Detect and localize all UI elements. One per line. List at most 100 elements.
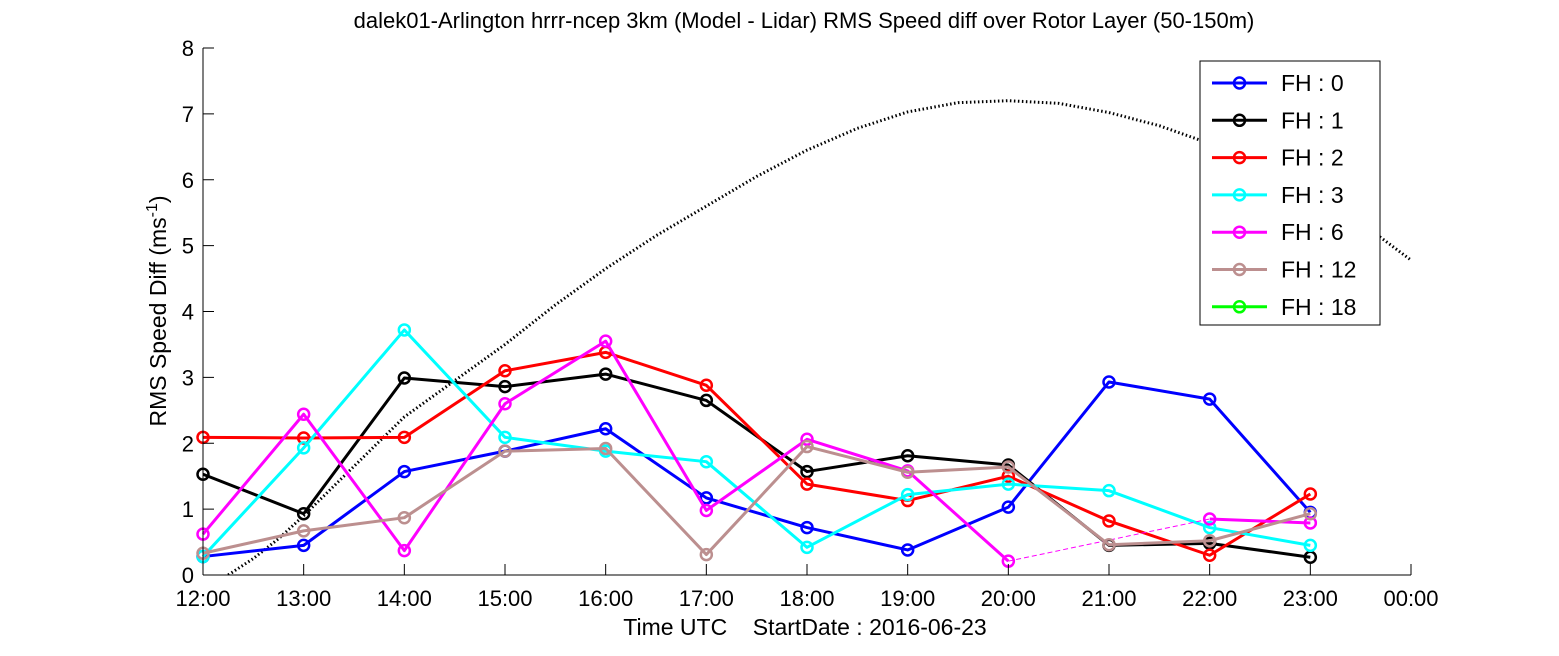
legend-swatch-marker — [1232, 300, 1247, 314]
series-fh-6-point — [1202, 512, 1217, 526]
series-fh-0-point — [1102, 375, 1116, 389]
legend-item-fh-1: FH : 1 — [1212, 107, 1344, 133]
series-fh-0-point — [397, 464, 412, 479]
series-fh-6-point — [598, 334, 613, 348]
series-fh-0-point — [296, 538, 311, 553]
series-fh-2-point — [498, 364, 512, 378]
series-fh-12-line — [202, 445, 1311, 557]
legend-item-fh-3: FH : 3 — [1212, 182, 1344, 208]
series-fh-2-point — [1102, 514, 1116, 528]
series-fh-3-point — [1102, 483, 1116, 498]
series-fh-12-point — [296, 524, 311, 538]
series-fh-12-point — [1303, 506, 1318, 521]
series-fh-12 — [196, 439, 1318, 562]
series-fh-1-point — [397, 371, 412, 385]
legend-swatch-marker — [1232, 150, 1247, 165]
x-tick-label: 00:00 — [1383, 586, 1438, 611]
series-fh-0-point — [800, 520, 814, 535]
legend-swatch-marker — [1232, 113, 1247, 128]
series-fh-0-point — [1202, 392, 1217, 406]
series-fh-3-point — [1202, 520, 1217, 535]
x-tick-label: 17:00 — [679, 586, 734, 611]
x-tick-label: 12:00 — [175, 586, 230, 611]
x-tick-label: 22:00 — [1182, 586, 1237, 611]
series-fh-3-point — [699, 454, 714, 469]
y-tick-label: 0 — [182, 563, 194, 588]
y-axis-label-main: RMS Speed Diff (ms — [145, 217, 171, 426]
legend-label: FH : 2 — [1281, 145, 1344, 171]
legend-item-fh-0: FH : 0 — [1212, 70, 1344, 96]
series-layer — [196, 323, 1318, 568]
legend-item-fh-18: FH : 18 — [1212, 294, 1356, 320]
series-fh-3-point — [1303, 538, 1318, 553]
legend-label: FH : 1 — [1281, 107, 1344, 133]
y-tick-label: 6 — [182, 168, 194, 193]
y-axis-label-superscript: -1 — [144, 203, 161, 217]
legend-item-fh-6: FH : 6 — [1212, 219, 1344, 245]
series-fh-12-point — [1202, 533, 1217, 548]
series-fh-2-point — [397, 430, 412, 445]
y-axis-label-end: ) — [145, 195, 171, 203]
x-ticks: 12:00 13:00 14:00 15:00 16:00 17:00 18:00 19:00… — [175, 564, 1439, 611]
x-tick-label: 21:00 — [1081, 586, 1136, 611]
x-tick-label: 13:00 — [276, 586, 331, 611]
series-fh-1-point — [498, 379, 512, 394]
series-fh-2-line — [202, 350, 1312, 557]
series-fh-12-point — [498, 444, 512, 458]
series-fh-12-point — [1001, 460, 1016, 474]
y-tick-label: 8 — [182, 36, 194, 61]
y-tick-label: 7 — [182, 102, 194, 127]
legend-label: FH : 6 — [1281, 219, 1344, 245]
y-tick-label: 4 — [182, 300, 194, 325]
series-fh-0-point — [598, 422, 613, 436]
series-fh-3-point — [800, 540, 814, 555]
series-fh-2-point — [699, 378, 714, 393]
x-tick-label: 19:00 — [880, 586, 935, 611]
series-fh-0-line — [202, 380, 1312, 559]
legend-swatch-marker — [1232, 188, 1247, 202]
x-tick-label: 15:00 — [477, 586, 532, 611]
series-fh-2-point — [1303, 487, 1318, 501]
series-fh-1-point — [598, 367, 613, 381]
legend-label: FH : 18 — [1281, 294, 1356, 320]
series-fh-6-point — [397, 543, 412, 558]
series-fh-3-point — [296, 441, 311, 455]
legend-swatch-marker — [1232, 262, 1247, 277]
y-ticks: 0 1 2 3 4 5 6 7 8 — [182, 36, 214, 588]
legend-label: FH : 3 — [1281, 182, 1344, 208]
series-fh-12-point — [900, 465, 915, 479]
series-fh-1-point — [699, 393, 714, 408]
legend-swatch-marker — [1232, 76, 1247, 90]
series-fh-1-point — [800, 464, 814, 479]
legend-item-fh-12: FH : 12 — [1212, 257, 1356, 283]
x-tick-label: 16:00 — [578, 586, 633, 611]
series-fh-0-point — [1001, 500, 1016, 514]
dotted-curve — [225, 99, 1411, 575]
y-axis-label: RMS Speed Diff (ms-1) — [144, 195, 171, 426]
y-tick-label: 2 — [182, 431, 194, 456]
chart-title: dalek01-Arlington hrrr-ncep 3km (Model -… — [354, 8, 1255, 33]
series-fh-3-point — [498, 430, 512, 445]
x-tick-label: 14:00 — [377, 586, 432, 611]
legend-label: FH : 12 — [1281, 257, 1356, 283]
x-axis-label: Time UTC StartDate : 2016-06-23 — [623, 614, 986, 640]
series-fh-2-point — [1001, 469, 1016, 483]
legend-label: FH : 0 — [1281, 70, 1344, 96]
series-fh-3-point — [900, 487, 915, 502]
x-tick-label: 20:00 — [981, 586, 1036, 611]
series-fh-1-point — [900, 449, 915, 463]
series-fh-6-point — [1303, 516, 1318, 530]
y-tick-label: 3 — [182, 365, 194, 390]
series-fh-12-point — [699, 547, 714, 562]
series-fh-6-point — [699, 503, 714, 518]
series-fh-12-point — [800, 439, 814, 454]
series-fh-6-line — [201, 339, 1010, 563]
series-fh-2-point — [800, 477, 814, 491]
legend-item-fh-2: FH : 2 — [1212, 145, 1344, 171]
series-fh-0-point — [900, 543, 915, 557]
legend: FH : 0 FH : 1 FH : 2 FH : 3 FH : 6 FH : 12 FH … — [1199, 60, 1381, 326]
dotted-curve-layer — [225, 99, 1411, 575]
series-fh-12-point — [397, 510, 412, 525]
x-tick-label: 18:00 — [779, 586, 834, 611]
